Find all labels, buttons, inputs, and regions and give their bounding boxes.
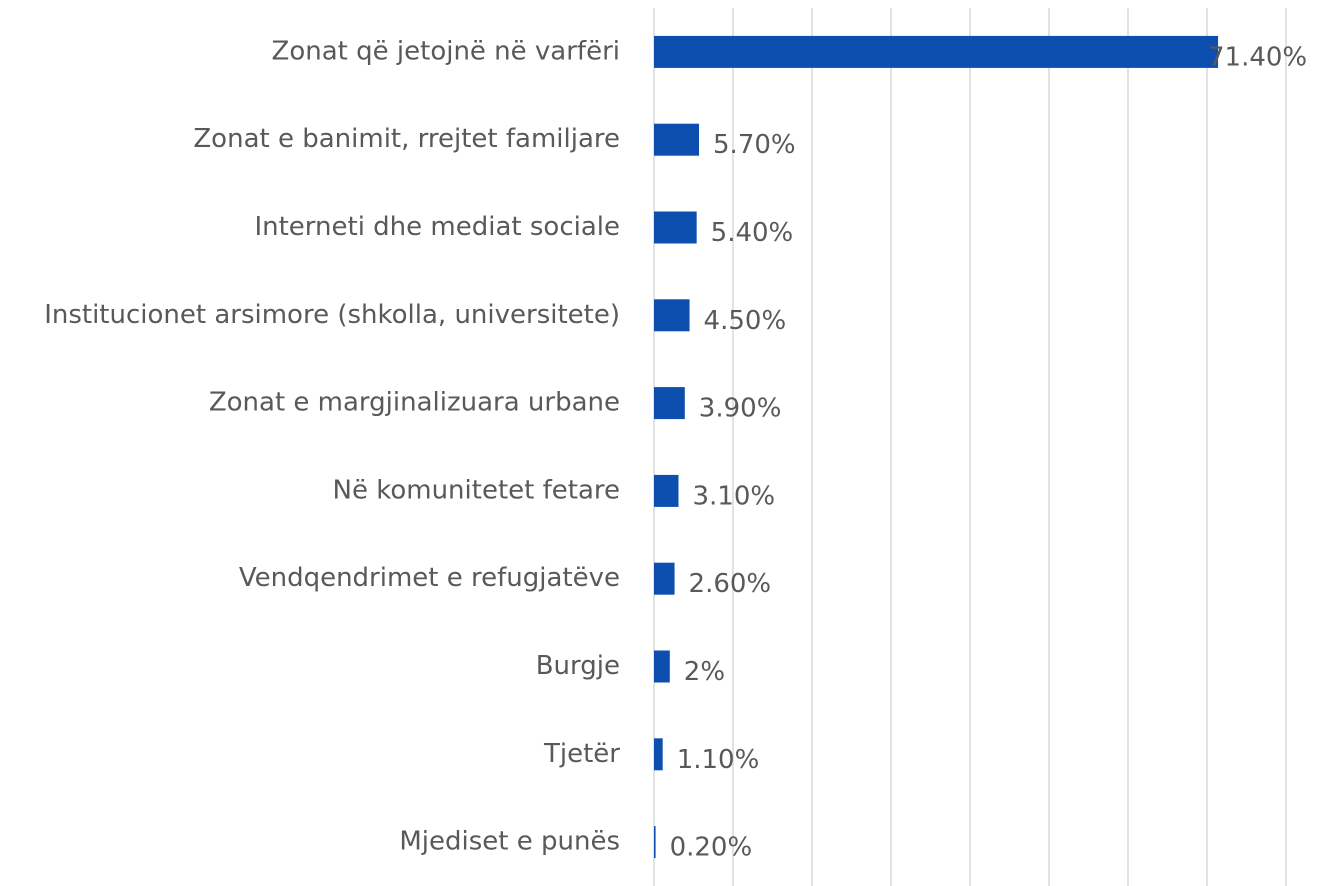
bar xyxy=(654,211,697,244)
category-label: Interneti dhe mediat sociale xyxy=(254,212,620,242)
data-label: 3.10% xyxy=(692,481,775,511)
data-label: 4.50% xyxy=(704,306,787,336)
data-label: 5.70% xyxy=(713,130,796,160)
bar xyxy=(654,123,700,156)
data-label: 3.90% xyxy=(699,394,782,424)
bar xyxy=(654,650,670,683)
data-label: 2.60% xyxy=(689,569,772,599)
bar xyxy=(654,826,656,859)
bar xyxy=(654,299,690,332)
category-label: Mjediset e punës xyxy=(399,827,620,857)
category-label: Burgje xyxy=(536,651,620,681)
bar xyxy=(654,387,685,420)
data-label: 1.10% xyxy=(677,745,760,775)
category-label: Në komunitetet fetare xyxy=(333,475,621,505)
bar xyxy=(654,474,679,507)
bar xyxy=(654,35,1219,68)
bar xyxy=(654,562,675,595)
category-label: Vendqendrimet e refugjatëve xyxy=(239,563,620,593)
category-label: Institucionet arsimore (shkolla, univers… xyxy=(44,300,620,330)
category-label: Zonat e margjinalizuara urbane xyxy=(209,388,620,418)
data-label: 5.40% xyxy=(711,218,794,248)
data-label: 0.20% xyxy=(670,833,753,863)
category-label: Zonat e banimit, rrejtet familjare xyxy=(193,124,620,154)
data-label: 2% xyxy=(684,657,725,687)
data-label: 71.40% xyxy=(1208,42,1307,72)
category-label: Tjetër xyxy=(543,739,620,769)
bar xyxy=(654,738,663,771)
category-label: Zonat që jetojnë në varfëri xyxy=(272,36,620,66)
